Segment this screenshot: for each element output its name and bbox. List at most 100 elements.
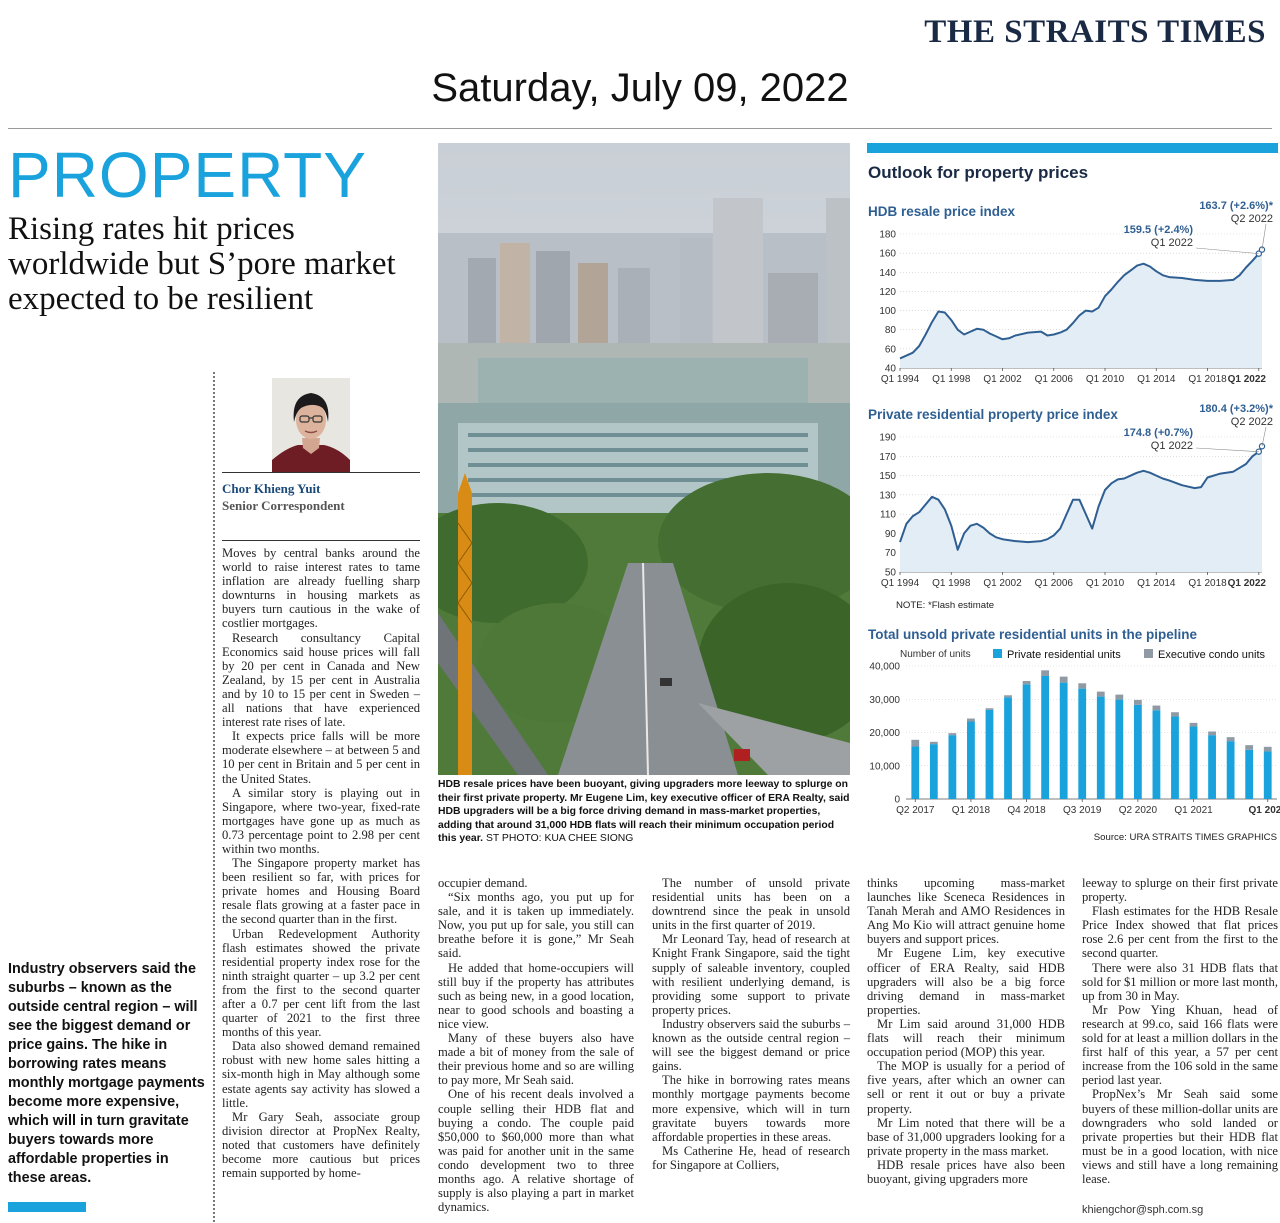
y-tick-label: 20,000 xyxy=(869,728,900,739)
y-tick-label: 80 xyxy=(885,325,897,336)
paragraph: A similar story is playing out in Singap… xyxy=(222,785,420,856)
x-tick-label: Q1 2022 xyxy=(1249,805,1280,816)
x-tick-label: Q2 2017 xyxy=(896,805,935,816)
paragraph: Mr Eugene Lim, key executive officer of … xyxy=(867,946,1065,1017)
legend-label: Executive condo units xyxy=(1158,649,1266,661)
paragraph: Moves by central banks around the world … xyxy=(222,546,420,631)
series-line xyxy=(899,248,1263,360)
paragraph: occupier demand. xyxy=(438,876,528,890)
byline-rule-bottom xyxy=(222,540,420,541)
y-tick-label: 190 xyxy=(879,433,896,444)
x-tick-label: Q1 2018 xyxy=(1188,374,1227,385)
annotation-period: Q1 2022 xyxy=(1151,440,1193,452)
x-tick-label: Q2 2020 xyxy=(1119,805,1158,816)
private-property-price-chart: Private residential property price index… xyxy=(868,403,1274,611)
author-name: Chor Khieng Yuit xyxy=(222,481,321,496)
paragraph: Mr Pow Ying Khuan, head of research at 9… xyxy=(1082,1002,1278,1088)
y-tick-label: 120 xyxy=(879,287,896,298)
author-email: khiengchor@sph.com.sg xyxy=(1082,1204,1204,1216)
column-divider xyxy=(213,372,215,1222)
author-photo xyxy=(272,378,350,473)
headline: Rising rates hit prices worldwide but S’… xyxy=(8,211,396,317)
caption-text: HDB resale prices have been buoyant, giv… xyxy=(438,779,850,844)
bar-executive-condo xyxy=(1208,731,1216,736)
bar-private xyxy=(1208,735,1216,799)
x-tick-label: Q1 2002 xyxy=(983,374,1022,385)
series-area xyxy=(900,249,1262,368)
annotation-value: 180.4 (+3.2%)* xyxy=(1199,403,1273,415)
paragraph: Mr Leonard Tay, head of research at Knig… xyxy=(652,932,850,1017)
bar-private xyxy=(1133,704,1142,799)
y-tick-label: 140 xyxy=(879,268,896,279)
annotation-period: Q2 2022 xyxy=(1231,213,1273,225)
bar-executive-condo xyxy=(1078,683,1087,689)
bar-private xyxy=(1022,684,1031,799)
pull-quote: Industry observers said the suburbs – kn… xyxy=(8,961,205,1186)
bar-executive-condo xyxy=(1245,745,1254,750)
bar-executive-condo xyxy=(929,741,938,745)
bar-private xyxy=(1189,726,1198,799)
bar-private xyxy=(1115,699,1124,799)
bar-private xyxy=(1226,741,1235,799)
x-tick-label: Q1 2014 xyxy=(1137,374,1176,385)
y-tick-label: 150 xyxy=(879,471,896,482)
x-tick-label: Q1 2010 xyxy=(1086,374,1125,385)
x-tick-label: Q1 2018 xyxy=(1188,578,1227,589)
series-area xyxy=(900,446,1262,572)
bar-executive-condo xyxy=(1004,695,1012,698)
x-tick-label: Q1 2006 xyxy=(1035,374,1074,385)
bar-executive-condo xyxy=(1096,691,1105,697)
x-tick-label: Q1 2006 xyxy=(1035,578,1074,589)
y-tick-label: 160 xyxy=(879,249,896,260)
x-tick-label: Q1 2022 xyxy=(1228,374,1267,385)
series-line xyxy=(899,445,1263,551)
paragraph: The MOP is usually for a period of five … xyxy=(867,1059,1065,1116)
chart-source: Source: URA STRAITS TIMES GRAPHICS xyxy=(1094,832,1277,843)
x-tick-label: Q1 2018 xyxy=(952,805,991,816)
paragraph: It expects price falls will be more mode… xyxy=(222,729,420,786)
paragraph: PropNex’s Mr Seah said some buyers of th… xyxy=(1082,1087,1278,1186)
paragraph: Data also showed demand remained robust … xyxy=(222,1039,420,1110)
annotation-value: 174.8 (+0.7%) xyxy=(1124,427,1194,439)
y-tick-label: 170 xyxy=(879,452,896,463)
y-tick-label: 180 xyxy=(879,230,896,241)
annotation-leader xyxy=(1195,247,1259,254)
bar-private xyxy=(1041,675,1050,799)
y-tick-label: 10,000 xyxy=(869,761,900,772)
legend-swatch xyxy=(1144,649,1153,658)
bar-executive-condo xyxy=(1022,680,1031,685)
chart-note: NOTE: *Flash estimate xyxy=(896,600,994,611)
paragraph: Industry observers said the suburbs – kn… xyxy=(652,1016,850,1074)
legend-swatch xyxy=(993,649,1002,658)
bar-private xyxy=(1078,688,1087,799)
legend-label: Private residential units xyxy=(1007,649,1121,661)
x-tick-label: Q1 1994 xyxy=(881,578,920,589)
bar-private xyxy=(1171,716,1179,799)
annotation-period: Q1 2022 xyxy=(1151,237,1193,249)
y-tick-label: 70 xyxy=(885,548,897,559)
x-tick-label: Q1 2021 xyxy=(1174,805,1213,816)
bar-private xyxy=(967,721,975,799)
bar-executive-condo xyxy=(1115,694,1124,700)
paragraph: thinks upcoming mass-market launches lik… xyxy=(867,876,1065,947)
annotation-value: 159.5 (+2.4%) xyxy=(1124,224,1194,236)
bar-executive-condo xyxy=(1189,722,1198,727)
paragraph: HDB resale prices have also been buoyant… xyxy=(867,1157,1065,1186)
article-column-4: thinks upcoming mass-market launches lik… xyxy=(867,876,1065,1186)
author-title: Senior Correspondent xyxy=(222,498,345,513)
paragraph: He added that home-occupiers will still … xyxy=(438,960,634,1031)
bar-executive-condo xyxy=(985,708,994,710)
annotation-period: Q2 2022 xyxy=(1231,416,1273,428)
x-tick-label: Q4 2018 xyxy=(1007,805,1046,816)
paragraph: leeway to splurge on their first private… xyxy=(1082,876,1278,905)
bar-executive-condo xyxy=(911,739,920,747)
y-tick-label: 90 xyxy=(885,529,897,540)
bar-private xyxy=(1004,697,1012,799)
bar-executive-condo xyxy=(948,733,957,736)
bar-executive-condo xyxy=(1226,737,1235,742)
y-tick-label: 40 xyxy=(885,364,897,375)
publication-date: Saturday, July 09, 2022 xyxy=(431,66,849,110)
photo-caption: HDB resale prices have been buoyant, giv… xyxy=(438,778,850,846)
bar-private xyxy=(1059,682,1068,799)
article-column-1: Moves by central banks around the world … xyxy=(222,546,420,1180)
